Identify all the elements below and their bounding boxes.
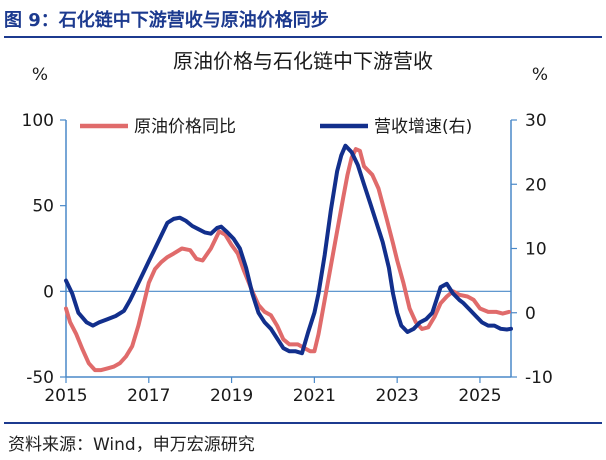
right-tick-label: 20 [525, 175, 547, 195]
oil-price-yoy-line [64, 147, 511, 373]
x-tick-label: 2015 [44, 386, 87, 406]
right-tick-label: 10 [525, 240, 547, 260]
left-tick-label: 100 [22, 111, 54, 131]
source-note: 资料来源：Wind，申万宏源研究 [8, 435, 255, 455]
revenue-growth-line [64, 143, 513, 356]
footer-rule [4, 422, 602, 424]
header-rule [4, 36, 602, 38]
right-axis-unit: % [532, 65, 548, 85]
x-tick-label: 2021 [293, 386, 336, 406]
line-chart: 原油价格与石化链中下游营收 % % -50 0 50 100 -10 0 10 20 30 201… [22, 49, 553, 406]
x-tick-label: 2025 [458, 386, 501, 406]
figure-footer: 资料来源：Wind，申万宏源研究 [0, 416, 606, 460]
right-tick-label: -10 [525, 368, 553, 388]
left-tick-label: 0 [43, 282, 54, 302]
figure-title: 图 9：石化链中下游营收与原油价格同步 [4, 10, 329, 31]
left-axis-unit: % [32, 65, 48, 85]
left-tick-label: -50 [26, 368, 54, 388]
right-tick-label: 0 [525, 304, 536, 324]
chart-title: 原油价格与石化链中下游营收 [173, 49, 433, 73]
x-tick-label: 2017 [127, 386, 170, 406]
figure-header: 图 9：石化链中下游营收与原油价格同步 [0, 0, 606, 38]
right-tick-label: 30 [525, 111, 547, 131]
x-tick-label: 2023 [376, 386, 419, 406]
legend-label-oil: 原油价格同比 [134, 117, 236, 137]
x-tick-label: 2019 [210, 386, 253, 406]
legend-label-revenue: 营收增速(右) [374, 117, 472, 137]
left-tick-label: 50 [32, 197, 54, 217]
